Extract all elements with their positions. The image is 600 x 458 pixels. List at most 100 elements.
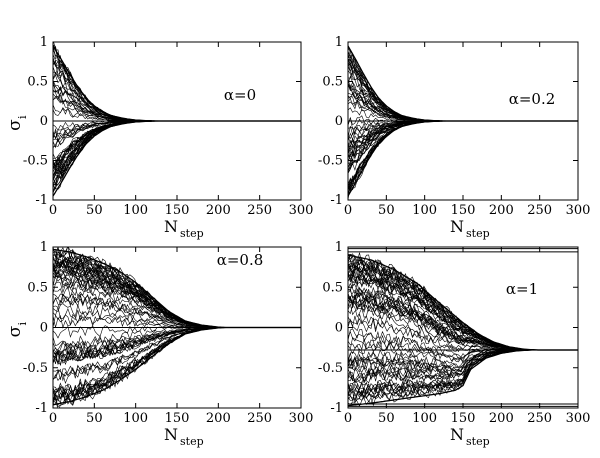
trajectory-line xyxy=(53,74,301,122)
x-axis-label: N xyxy=(164,217,178,236)
x-tick-label: 100 xyxy=(412,411,437,426)
trajectory-line xyxy=(53,120,301,177)
x-tick-label: 0 xyxy=(49,203,57,218)
x-tick-label: 250 xyxy=(527,203,552,218)
trajectory-line xyxy=(53,120,301,180)
y-axis-label: σi xyxy=(5,115,29,131)
x-tick-label: 300 xyxy=(566,203,591,218)
alpha-annotation: α=1 xyxy=(506,280,538,298)
trajectory-line xyxy=(53,120,301,167)
x-tick-label: 300 xyxy=(289,203,314,218)
x-tick-label: 200 xyxy=(489,411,514,426)
x-tick-label: 150 xyxy=(165,203,190,218)
y-tick-label: 0.5 xyxy=(322,75,343,90)
trajectory-line xyxy=(53,120,301,180)
y-tick-label: 1 xyxy=(335,35,343,50)
envelope-upper-line xyxy=(348,45,578,122)
x-tick-label: 100 xyxy=(412,203,437,218)
trajectory-line xyxy=(53,120,301,177)
y-tick-label: 0.5 xyxy=(27,75,48,90)
x-tick-label: 250 xyxy=(247,411,272,426)
svg-text:σ: σ xyxy=(5,119,25,131)
plot-area xyxy=(53,42,301,197)
panel-1: 0 50 100 150 200 250 300 -1 -0.5 0 0.5 1 N step σi α=0 xyxy=(5,35,313,240)
y-tick-label: 0 xyxy=(40,114,48,129)
plot-area xyxy=(53,247,301,408)
alpha-annotation: α=0.8 xyxy=(217,251,264,269)
y-axis-label: σi xyxy=(5,322,29,338)
y-tick-label: -1 xyxy=(330,193,343,208)
y-tick-label: -0.5 xyxy=(23,154,48,169)
x-axis-label: N xyxy=(164,425,178,444)
x-axis-label: N xyxy=(450,217,464,236)
trajectory-line xyxy=(53,120,301,171)
trajectory-line xyxy=(53,120,301,168)
y-tick-label: -1 xyxy=(330,401,343,416)
trajectory-line xyxy=(53,56,301,122)
y-tick-label: -1 xyxy=(35,193,48,208)
x-tick-label: 250 xyxy=(527,411,552,426)
y-tick-label: 1 xyxy=(335,240,343,255)
panel-4: 0 50 100 150 200 250 300 -1 -0.5 0 0.5 1 N step α=1 xyxy=(318,240,590,448)
trajectory-line xyxy=(53,120,301,176)
svg-text:i: i xyxy=(16,322,29,326)
x-axis-label-subscript: step xyxy=(180,435,204,448)
x-tick-label: 150 xyxy=(165,411,190,426)
x-tick-label: 200 xyxy=(489,203,514,218)
x-axis-label-subscript: step xyxy=(180,227,204,240)
x-tick-label: 100 xyxy=(123,203,148,218)
x-tick-label: 150 xyxy=(451,203,476,218)
x-axis-label: N xyxy=(450,425,464,444)
x-axis-label-subscript: step xyxy=(466,227,490,240)
x-tick-label: 0 xyxy=(344,203,352,218)
trajectory-line xyxy=(53,327,301,385)
x-tick-label: 50 xyxy=(378,411,395,426)
y-tick-label: 0 xyxy=(335,114,343,129)
y-tick-label: -0.5 xyxy=(318,361,343,376)
y-tick-label: 0.5 xyxy=(27,280,48,295)
trajectory-line xyxy=(53,120,301,175)
y-tick-label: 0 xyxy=(40,321,48,336)
trajectory-line xyxy=(53,120,301,168)
y-tick-label: 0 xyxy=(335,321,343,336)
y-tick-label: -0.5 xyxy=(318,154,343,169)
panel-3: 0 50 100 150 200 250 300 -1 -0.5 0 0.5 1 N step σi α=0.… xyxy=(5,240,313,448)
x-tick-label: 300 xyxy=(289,411,314,426)
y-tick-label: -0.5 xyxy=(23,361,48,376)
trajectory-line xyxy=(53,120,301,177)
trajectory-line xyxy=(53,120,301,171)
trajectory-line xyxy=(53,79,301,122)
trajectory-line xyxy=(53,79,301,122)
x-tick-label: 0 xyxy=(344,411,352,426)
trajectory-line xyxy=(53,296,301,328)
trajectory-line xyxy=(53,120,301,168)
trajectory-line xyxy=(53,120,301,171)
trajectory-line xyxy=(53,120,301,176)
x-tick-label: 150 xyxy=(451,411,476,426)
svg-text:i: i xyxy=(16,115,29,119)
x-axis-label-subscript: step xyxy=(466,435,490,448)
trajectory-line xyxy=(53,120,301,176)
y-tick-label: -1 xyxy=(35,401,48,416)
x-tick-label: 50 xyxy=(86,203,103,218)
plot-area xyxy=(348,45,578,200)
trajectory-line xyxy=(348,120,578,200)
x-tick-label: 250 xyxy=(247,203,272,218)
alpha-annotation: α=0.2 xyxy=(509,90,556,108)
y-tick-label: 0.5 xyxy=(322,280,343,295)
x-tick-label: 300 xyxy=(566,411,591,426)
x-tick-label: 100 xyxy=(123,411,148,426)
panel-2: 0 50 100 150 200 250 300 -1 -0.5 0 0.5 1 N step α=0.2 xyxy=(318,35,590,240)
x-tick-label: 50 xyxy=(378,203,395,218)
x-tick-label: 50 xyxy=(86,411,103,426)
x-tick-label: 200 xyxy=(206,203,231,218)
x-tick-label: 200 xyxy=(206,411,231,426)
y-tick-label: 1 xyxy=(40,35,48,50)
trajectory-line xyxy=(348,51,578,122)
trajectory-line xyxy=(348,53,578,122)
x-tick-label: 0 xyxy=(49,411,57,426)
trajectory-line xyxy=(348,52,578,122)
trajectory-line xyxy=(53,120,301,169)
y-tick-label: 1 xyxy=(40,240,48,255)
